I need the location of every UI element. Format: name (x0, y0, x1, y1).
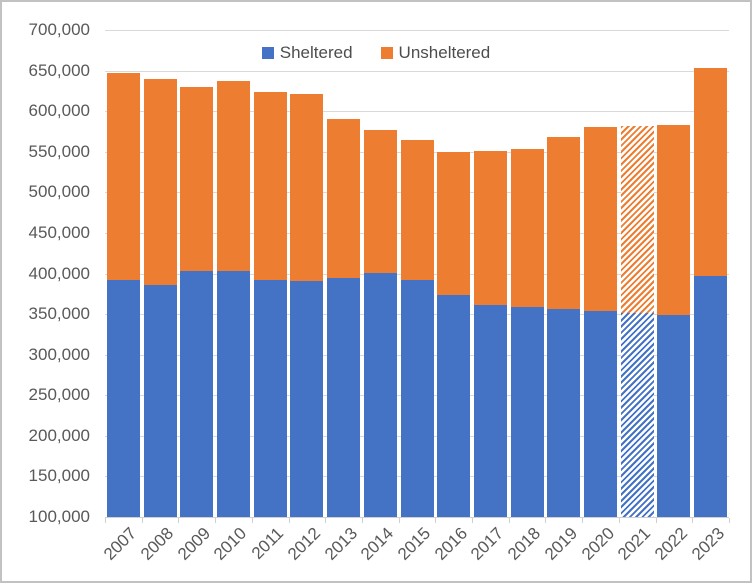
legend-item-sheltered: Sheltered (261, 43, 353, 63)
y-axis-label: 250,000 (28, 385, 90, 404)
bar-2022-sheltered (657, 315, 691, 517)
bar-2011-unsheltered (253, 91, 287, 280)
gridline (105, 71, 729, 72)
bar-2017-sheltered (473, 305, 507, 517)
y-axis-label: 600,000 (28, 101, 90, 120)
bar-2016-unsheltered (437, 151, 471, 295)
x-axis-tick (289, 518, 290, 523)
bar-2013-unsheltered (327, 118, 361, 278)
bar-2008-sheltered (143, 284, 177, 517)
bar-2023-unsheltered (694, 68, 728, 277)
x-axis-tick (399, 518, 400, 523)
bar-2010-unsheltered (216, 81, 250, 271)
gridline (105, 30, 729, 31)
x-axis-tick (105, 518, 106, 523)
x-axis-tick (472, 518, 473, 523)
bar-2009-unsheltered (180, 86, 214, 271)
x-axis-tick (178, 518, 179, 523)
bar-2019-unsheltered (547, 137, 581, 309)
bar-2008-unsheltered (143, 78, 177, 285)
bar-2019-sheltered (547, 308, 581, 517)
bar-2012-unsheltered (290, 93, 324, 282)
bar-2021-unsheltered (620, 125, 654, 313)
gridline (105, 111, 729, 112)
bar-2017-unsheltered (473, 150, 507, 306)
bar-2020-sheltered (584, 310, 618, 517)
x-axis-tick (656, 518, 657, 523)
bar-2021-sheltered (620, 312, 654, 517)
y-axis-label: 450,000 (28, 223, 90, 242)
bar-2018-unsheltered (510, 149, 544, 308)
bar-2007-sheltered (106, 280, 140, 517)
bar-2011-sheltered (253, 279, 287, 517)
x-axis-tick (729, 518, 730, 523)
bar-2020-unsheltered (584, 127, 618, 311)
y-axis-label: 350,000 (28, 304, 90, 323)
y-axis-label: 200,000 (28, 426, 90, 445)
bar-2007-unsheltered (106, 72, 140, 281)
bar-2012-sheltered (290, 281, 324, 517)
y-axis-label: 300,000 (28, 345, 90, 364)
x-axis-tick (362, 518, 363, 523)
bar-2009-sheltered (180, 270, 214, 517)
bar-2015-sheltered (400, 280, 434, 517)
legend-swatch-unsheltered-icon (380, 47, 393, 59)
bar-2023-sheltered (694, 276, 728, 517)
bar-2014-sheltered (363, 272, 397, 517)
bar-2018-sheltered (510, 307, 544, 517)
x-axis-tick (509, 518, 510, 523)
y-axis-label: 150,000 (28, 466, 90, 485)
y-axis-label: 400,000 (28, 264, 90, 283)
bar-2016-sheltered (437, 294, 471, 517)
bar-2013-sheltered (327, 277, 361, 517)
legend-item-unsheltered: Unsheltered (380, 43, 491, 63)
y-axis-label: 700,000 (28, 20, 90, 39)
x-axis-tick (252, 518, 253, 523)
x-axis-tick (142, 518, 143, 523)
y-axis-label: 500,000 (28, 182, 90, 201)
y-axis-label: 100,000 (28, 507, 90, 526)
x-axis-tick (619, 518, 620, 523)
x-axis-line (105, 517, 729, 518)
legend-swatch-sheltered-icon (261, 47, 274, 59)
x-axis-tick (692, 518, 693, 523)
x-axis-tick (215, 518, 216, 523)
bar-2015-unsheltered (400, 139, 434, 281)
bar-2022-unsheltered (657, 125, 691, 316)
x-axis-tick (582, 518, 583, 523)
legend-label-unsheltered: Unsheltered (398, 43, 491, 62)
bar-2014-unsheltered (363, 130, 397, 273)
y-axis-label: 650,000 (28, 61, 90, 80)
x-axis-tick (435, 518, 436, 523)
x-axis-tick (545, 518, 546, 523)
legend: Sheltered Unsheltered (2, 42, 750, 64)
y-axis-label: 550,000 (28, 142, 90, 161)
bar-2010-sheltered (216, 270, 250, 517)
x-axis-tick (325, 518, 326, 523)
legend-label-sheltered: Sheltered (279, 43, 353, 62)
